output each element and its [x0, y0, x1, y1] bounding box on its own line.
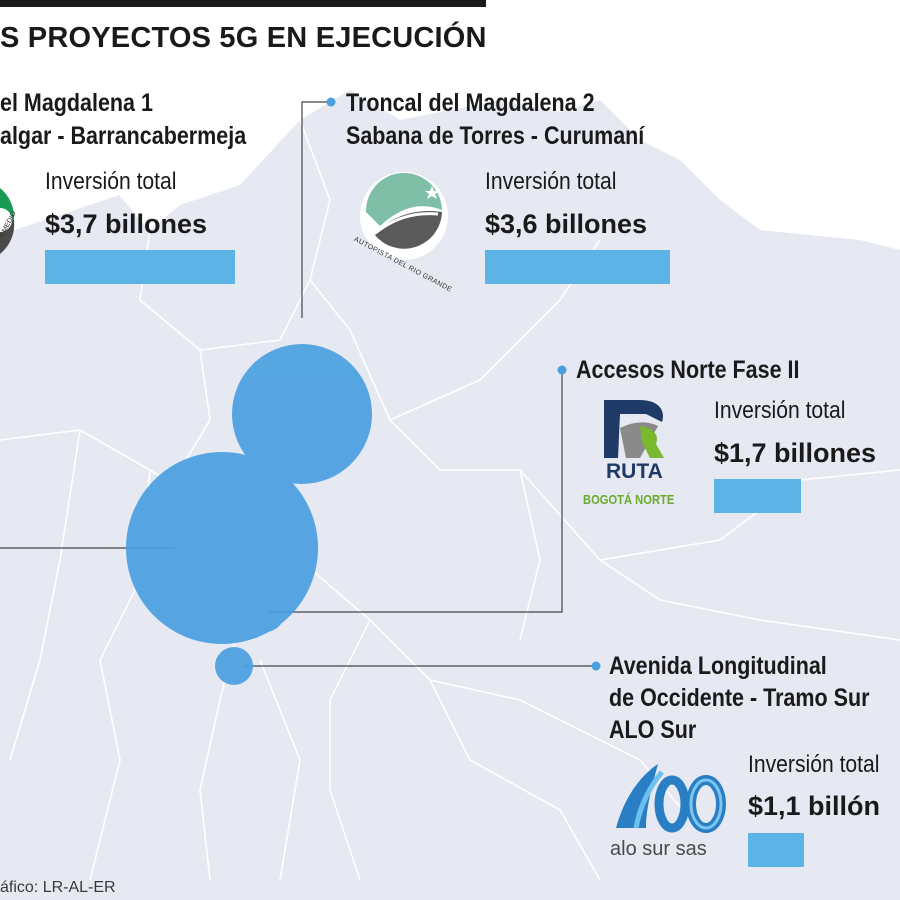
project-3-inversion-bar [714, 479, 801, 513]
project-4-name-line-3: ALO Sur [609, 716, 697, 744]
project-4-inversion-label: Inversión total [748, 751, 880, 778]
alo-sur-logo-sub: alo sur sas [610, 838, 707, 860]
title-rule [0, 0, 486, 7]
source-credit: áfico: LR-AL-ER [0, 879, 116, 896]
project-1-name-line-1: el Magdalena 1 [0, 89, 153, 117]
project-3-inversion-label: Inversión total [714, 397, 846, 424]
page-title: S PROYECTOS 5G EN EJECUCIÓN [0, 22, 487, 54]
project-4-name-line-1: Avenida Longitudinal [609, 652, 827, 680]
project-1-inversion-value: $3,7 billones [45, 209, 208, 239]
project-1-inversion-bar [45, 250, 235, 284]
bubble-project-3 [245, 592, 285, 632]
project-1-logo [0, 180, 22, 270]
map-land [0, 90, 900, 900]
project-2-inversion-value: $3,6 billones [485, 209, 648, 239]
autopista-rio-grande-logo [352, 172, 462, 262]
bubble-project-2 [232, 344, 372, 484]
ruta-logo-word: RUTA [606, 460, 663, 483]
project-1-inversion-label: Inversión total [45, 168, 177, 195]
project-2-name-line-2: Sabana de Torres - Curumaní [346, 122, 645, 150]
project-1-name-line-2: algar - Barrancabermeja [0, 122, 247, 150]
ruta-logo-sub: BOGOTÁ NORTE [583, 492, 675, 507]
ruta-bogota-norte-logo [596, 398, 676, 468]
project-2-inversion-bar [485, 250, 670, 284]
project-4-name-line-2: de Occidente - Tramo Sur [609, 684, 870, 712]
alo-sur-logo [606, 758, 736, 838]
project-3-name-line-1: Accesos Norte Fase II [576, 356, 800, 384]
project-4-inversion-bar [748, 833, 804, 867]
project-2-name-line-1: Troncal del Magdalena 2 [346, 89, 595, 117]
project-3-inversion-value: $1,7 billones [714, 438, 877, 468]
bubble-project-4 [215, 647, 253, 685]
project-4-inversion-value: $1,1 billón [748, 791, 881, 821]
project-2-inversion-label: Inversión total [485, 168, 617, 195]
